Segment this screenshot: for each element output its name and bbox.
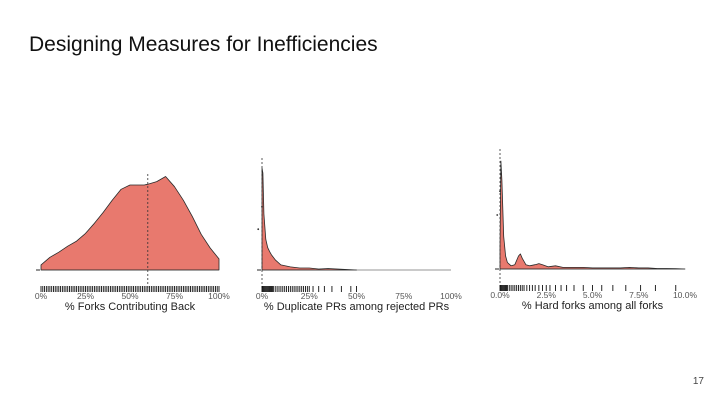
slide-title: Designing Measures for Inefficiencies [29, 33, 378, 56]
rug-plot [261, 286, 357, 292]
page-number: 17 [692, 376, 704, 387]
rug-plot [40, 286, 220, 292]
x-tick-label: 50% [348, 291, 365, 301]
outlier-point [499, 190, 501, 193]
x-tick-label: 0% [35, 291, 48, 301]
x-tick-label: 10.0% [673, 290, 698, 300]
chart-panel-forks-back: 0% 25% 50% 75% 100% % Forks Contributing Back [35, 173, 230, 313]
x-axis-label: % Duplicate PRs among rejected PRs [264, 301, 450, 313]
chart-panel-hard-forks: 0.0% 2.5% 5.0% 7.5% 10.0% % Hard forks among … [490, 149, 697, 312]
x-tick-label: 5.0% [583, 290, 603, 300]
density-area [261, 167, 357, 271]
outlier-point [496, 214, 499, 216]
x-tick-label: 2.5% [537, 290, 557, 300]
x-tick-label: 0% [256, 291, 269, 301]
x-tick-label: 25% [301, 291, 318, 301]
outlier-point [257, 228, 260, 231]
x-tick-label: 7.5% [629, 290, 649, 300]
x-tick-label: 75% [166, 291, 183, 301]
density-area [499, 160, 686, 270]
x-tick-label: 50% [121, 291, 138, 301]
x-tick-label: 25% [77, 291, 94, 301]
x-axis-label: % Hard forks among all forks [522, 300, 664, 312]
rug-plot [499, 285, 677, 291]
x-tick-label: 0.0% [490, 290, 510, 300]
outlier-point [261, 205, 263, 208]
x-axis-label: % Forks Contributing Back [65, 301, 196, 313]
chart-panel-duplicate-prs: 0% 25% 50% 75% 100%% Duplicate PRs among rej… [256, 156, 462, 313]
x-tick-label: 100% [440, 291, 462, 301]
x-tick-label: 75% [395, 291, 412, 301]
x-tick-label: 100% [208, 291, 230, 301]
density-area [40, 176, 220, 271]
